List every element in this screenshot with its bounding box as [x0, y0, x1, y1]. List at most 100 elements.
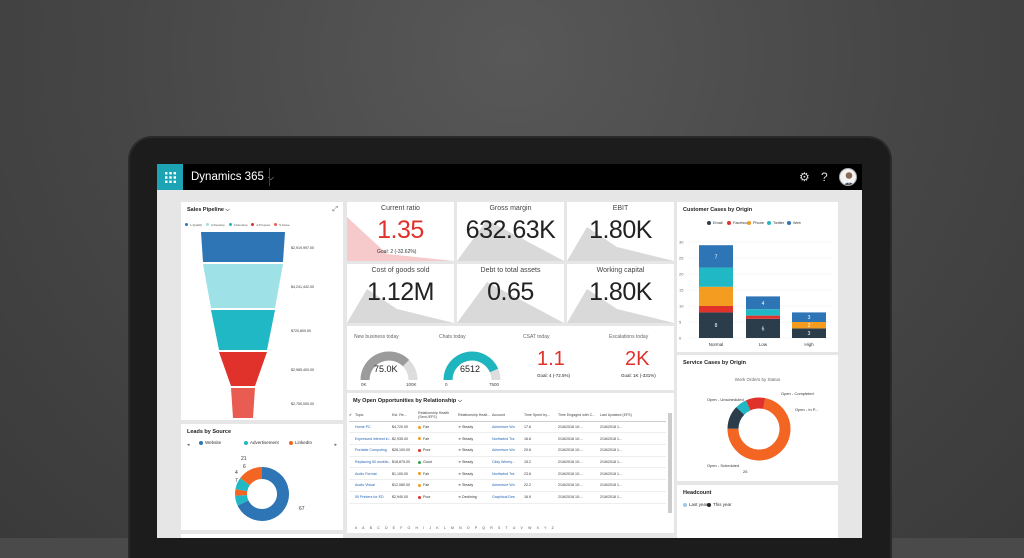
table-cell[interactable]: Northwind Tra: [492, 472, 524, 476]
table-cell: Poor: [418, 448, 458, 452]
app-title[interactable]: Dynamics 365⌵: [191, 171, 274, 183]
health-label: Fair: [423, 483, 429, 487]
legend-item: Web: [787, 221, 801, 225]
funnel-value-label: $2,919,997.00: [291, 246, 314, 250]
table-cell: $12,080.00: [392, 483, 418, 487]
column-header[interactable]: Time Spent by...: [524, 413, 558, 417]
table-cell[interactable]: Adventure Wo: [492, 483, 524, 487]
column-header[interactable]: Topic: [355, 413, 392, 417]
health-dot: [418, 472, 421, 475]
app-title-text: Dynamics 365: [191, 171, 264, 183]
bar-value-label: 7: [715, 254, 718, 260]
table-cell: 2/16/2018 1...: [600, 472, 666, 476]
prev-icon[interactable]: ◂: [187, 442, 190, 448]
table-cell[interactable]: Northwind Tra: [492, 437, 524, 441]
health-label: Fair: [423, 472, 429, 476]
scrollbar[interactable]: [668, 413, 672, 513]
avatar[interactable]: [839, 168, 857, 186]
donut-segment: [733, 411, 740, 429]
opportunities-title[interactable]: My Open Opportunities by Relationship ⌵: [353, 398, 462, 405]
column-header[interactable]: Account: [492, 413, 524, 417]
help-icon[interactable]: ?: [821, 170, 828, 184]
table-cell[interactable]: Graphical Des: [492, 495, 524, 499]
app-launcher-icon[interactable]: [157, 164, 183, 190]
table-cell[interactable]: Expressed interest in...: [355, 437, 392, 441]
table-cell: Poor: [418, 495, 458, 499]
bar-value-label: 3: [808, 315, 811, 321]
donut-label: Open - Unscheduled: [707, 397, 744, 402]
column-header[interactable]: Last Updated (EFS): [600, 413, 666, 417]
table-cell[interactable]: Adventure Wo: [492, 448, 524, 452]
dashboard-screen: Dynamics 365⌵ ⚙ ? Sales Pipeline ⌵ ⤢ 1-Q…: [157, 164, 862, 538]
legend-item: 4-Propose: [251, 223, 270, 227]
column-header[interactable]: Est. Re...: [392, 413, 418, 417]
bar-value-label: 2: [808, 323, 811, 329]
column-header[interactable]: Relationship Healt...: [458, 413, 492, 417]
legend-label: Advertisement: [250, 440, 279, 445]
table-cell[interactable]: Audio Visual: [355, 483, 392, 487]
table-cell: Fair: [418, 425, 458, 429]
alphabet-filter[interactable]: #ABCDEFGHIJKLMNOPQRSTUVWXYZ: [355, 526, 559, 530]
legend-label: 1-Qualify: [190, 223, 202, 227]
table-cell[interactable]: Home PC: [355, 425, 392, 429]
legend-label: Twitter: [773, 221, 784, 225]
trend-label: Declining: [462, 495, 477, 499]
table-cell[interactable]: Portable Computing: [355, 448, 392, 452]
trend-label: Steady: [462, 425, 473, 429]
donut-segment: [740, 405, 748, 411]
sales-pipeline-title[interactable]: Sales Pipeline ⌵: [187, 207, 230, 214]
health-label: Fair: [423, 425, 429, 429]
leads-title: Leads by Source: [187, 429, 231, 435]
legend-swatch: [244, 441, 248, 445]
legend-swatch: [251, 223, 254, 226]
table-cell[interactable]: Adventure Wo: [492, 425, 524, 429]
csat-goal: Goal: 4 (-72.5%): [537, 373, 570, 378]
donut-label: Open - Completed: [781, 391, 814, 396]
legend-swatch: [707, 221, 711, 225]
gear-icon[interactable]: ⚙: [799, 170, 810, 184]
health-dot: [418, 484, 421, 487]
column-header[interactable]: Time Engaged with C...: [558, 413, 600, 417]
funnel-stage: [231, 388, 255, 418]
expand-icon[interactable]: ⤢: [332, 206, 338, 214]
service-cases-title: Service Cases by Origin: [683, 360, 746, 366]
column-header[interactable]: Relationship Health (Sent./EFS): [418, 411, 458, 419]
escalations-goal: Goal: 1K (-331%): [621, 373, 656, 378]
kpi-value: 1.35: [347, 216, 454, 245]
table-cell: 16.9: [524, 495, 558, 499]
legend-item: Email: [707, 221, 723, 225]
next-icon[interactable]: ▸: [334, 442, 337, 448]
table-cell[interactable]: 50 Printers for ED: [355, 495, 392, 499]
table-cell: 2/16/2018 10:...: [558, 448, 600, 452]
table-cell[interactable]: Replacing 50 workflo...: [355, 460, 392, 464]
health-label: Fair: [423, 437, 429, 441]
table-cell: $4,720.00: [392, 425, 418, 429]
legend-label: 5-Close: [279, 223, 289, 227]
table-cell: 2/16/2018 10:...: [558, 483, 600, 487]
table-cell[interactable]: Cildy Winery...: [492, 460, 524, 464]
table-cell[interactable]: Audio Format: [355, 472, 392, 476]
kpi-title: Cost of goods sold: [347, 267, 454, 274]
gauge-max: 7500: [489, 382, 499, 387]
gauge-min: 0K: [361, 382, 367, 387]
donut-label: 21: [241, 456, 247, 462]
health-dot: [418, 449, 421, 452]
funnel-value-label: $2,985,400.00: [291, 368, 314, 372]
